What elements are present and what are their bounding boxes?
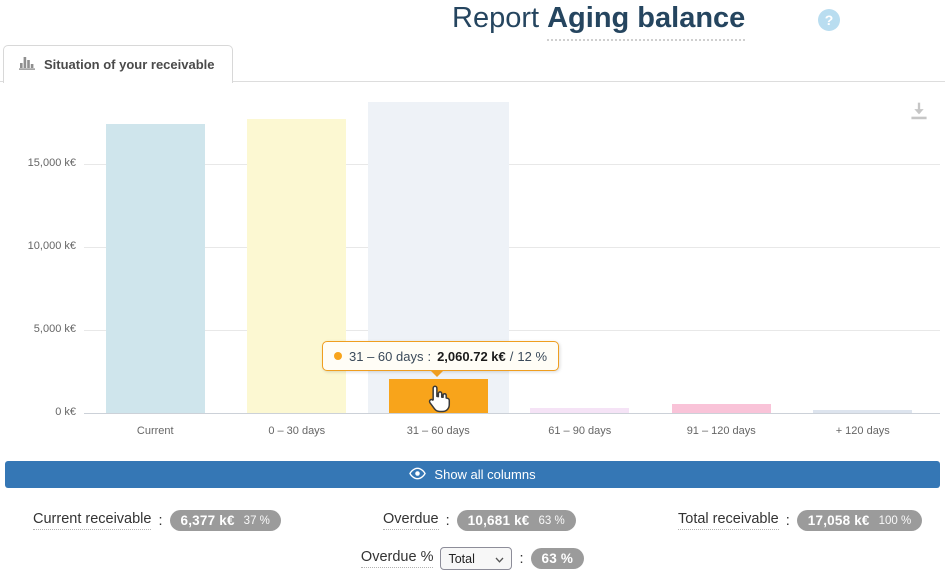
stat-percent: 100 %: [878, 514, 912, 527]
help-icon[interactable]: ?: [818, 9, 840, 31]
stat-overdue-label[interactable]: Overdue: [383, 511, 439, 530]
gridline: [84, 164, 940, 165]
x-axis-label: Current: [136, 425, 174, 437]
stat-current-receivable-label[interactable]: Current receivable: [33, 511, 152, 530]
y-axis-label: 5,000 k€: [33, 323, 76, 335]
stat-value: 17,058 k€: [807, 513, 870, 528]
download-icon[interactable]: [905, 98, 933, 126]
stat-total-receivable: Total receivable : 17,058 k€ 100 %: [678, 510, 923, 531]
stat-colon: :: [158, 512, 163, 529]
chart-bar-0[interactable]: [105, 124, 205, 413]
x-axis-label: 91 – 120 days: [686, 425, 756, 437]
aging-balance-chart: 0 k€ 5,000 k€ 10,000 k€ 15,000 k€ Current 0 …: [0, 82, 945, 455]
x-axis-line: [84, 413, 940, 414]
chart-tooltip: 31 – 60 days : 2,060.72 k€ / 12 %: [322, 341, 560, 377]
gridline: [84, 247, 940, 248]
stat-value: 6,377 k€: [180, 513, 235, 528]
page-title-prefix: Report: [452, 2, 540, 34]
stat-current-receivable: Current receivable : 6,377 k€ 37 %: [33, 510, 281, 531]
y-axis-label: 10,000 k€: [27, 240, 76, 252]
bar-chart-icon: [19, 55, 35, 75]
tab-situation-of-your-receivable[interactable]: Situation of your receivable: [3, 45, 233, 83]
overdue-percent-colon: :: [519, 550, 524, 567]
overdue-percent-value: 63 %: [541, 551, 574, 566]
stat-percent: 37 %: [243, 514, 270, 527]
page-title: Report Aging balance: [452, 2, 746, 41]
show-all-columns-button[interactable]: Show all columns: [5, 461, 940, 488]
chart-bar-4[interactable]: [671, 404, 771, 413]
tooltip-percent: 12 %: [517, 348, 548, 364]
tab-label: Situation of your receivable: [44, 57, 215, 72]
overdue-scope-selected-value: Total: [448, 551, 475, 566]
chevron-down-icon: [495, 552, 504, 566]
stat-overdue-badge: 10,681 k€ 63 %: [456, 510, 576, 531]
gridline: [84, 330, 940, 331]
tooltip-separator: /: [509, 348, 514, 364]
show-all-columns-label: Show all columns: [434, 467, 536, 482]
y-axis-label: 0 k€: [55, 406, 76, 418]
chart-bar-3[interactable]: [530, 408, 630, 413]
x-axis-label: 61 – 90 days: [548, 425, 612, 437]
stat-overdue: Overdue : 10,681 k€ 63 %: [383, 510, 576, 531]
overdue-percent-label[interactable]: Overdue %: [360, 549, 434, 568]
x-axis-label: 31 – 60 days: [406, 425, 470, 437]
overdue-scope-select[interactable]: Total: [440, 547, 513, 570]
page-title-main: Aging balance: [547, 2, 746, 41]
x-axis-label: 0 – 30 days: [268, 425, 326, 437]
overdue-percent-row: Overdue % Total : 63 %: [0, 547, 945, 570]
tooltip-value: 2,060.72 k€: [437, 348, 506, 364]
y-axis-label: 15,000 k€: [27, 157, 76, 169]
stat-percent: 63 %: [538, 514, 565, 527]
series-dot-icon: [334, 352, 342, 360]
tooltip-colon: :: [427, 348, 432, 364]
tab-bar: Situation of your receivable: [0, 45, 945, 83]
chart-bar-5[interactable]: [813, 410, 913, 413]
stat-total-receivable-label[interactable]: Total receivable: [678, 511, 779, 530]
overdue-percent-badge: 63 %: [530, 548, 585, 569]
stat-value: 10,681 k€: [467, 513, 530, 528]
stat-total-receivable-badge: 17,058 k€ 100 %: [796, 510, 923, 531]
stat-current-receivable-badge: 6,377 k€ 37 %: [169, 510, 281, 531]
tooltip-category: 31 – 60 days: [349, 348, 424, 364]
eye-icon: [409, 467, 427, 483]
stats-row: Current receivable : 6,377 k€ 37 % Overd…: [0, 510, 945, 534]
page-header: Report Aging balance ?: [0, 0, 945, 45]
cursor-pointer-icon: [424, 383, 451, 419]
stat-colon: :: [445, 512, 450, 529]
stat-colon: :: [785, 512, 790, 529]
x-axis-label: + 120 days: [835, 425, 890, 437]
